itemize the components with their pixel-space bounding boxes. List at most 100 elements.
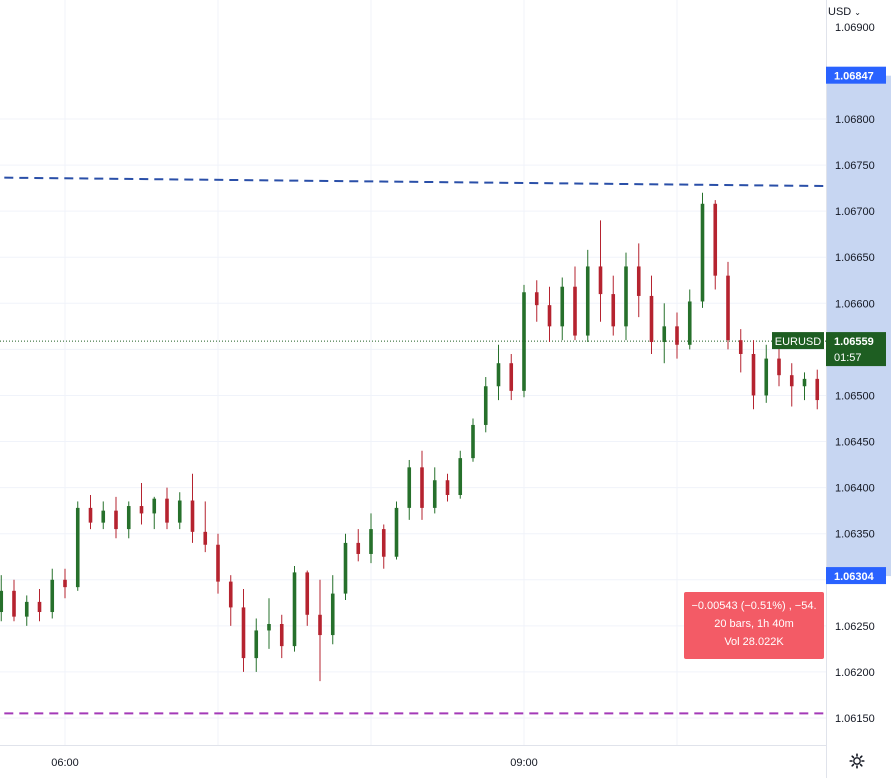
candle — [50, 568, 55, 619]
candle — [381, 524, 386, 569]
candle-body — [700, 203, 705, 302]
candle — [764, 344, 769, 403]
candle-body — [190, 500, 195, 532]
price-tick-label: 1.06350 — [835, 529, 875, 541]
candle-body — [381, 529, 386, 557]
candle-body — [483, 386, 488, 425]
price-label-bottom-bg — [826, 567, 886, 585]
price-tick-label: 1.06700 — [835, 206, 875, 218]
price-tick-label: 1.06750 — [835, 160, 875, 172]
time-tick-label: 06:00 — [51, 757, 79, 769]
candle-body — [101, 510, 106, 523]
candle-body — [305, 572, 310, 615]
price-axis: 1.06150 1.06200 1.06250 1.06350 1.06400 1.064… — [826, 0, 891, 778]
candle-body — [241, 607, 246, 659]
candle-body — [88, 507, 93, 523]
candle-body — [356, 542, 361, 554]
descending-trendline — [0, 176, 891, 188]
measure-tooltip-line: 20 bars, 1h 40m — [714, 618, 794, 630]
symbol-label: EURUSD — [775, 336, 822, 348]
candle-body — [764, 358, 769, 396]
currency-dropdown[interactable]: USD ⌄ — [828, 6, 861, 18]
candle — [458, 450, 463, 499]
candle — [318, 579, 322, 682]
price-tick-label: 1.06400 — [835, 483, 875, 495]
candle — [598, 220, 603, 322]
candle — [101, 501, 106, 530]
price-axis-measure-highlight — [826, 75, 891, 577]
candle-body — [534, 292, 539, 306]
countdown-timer: 01:57 — [834, 352, 862, 364]
candle-body — [37, 601, 42, 613]
candle — [585, 249, 590, 343]
price-label-bottom: 1.06304 — [834, 571, 875, 583]
candle-body — [139, 506, 144, 514]
candle-body — [432, 480, 437, 508]
time-tick-label: 09:00 — [510, 757, 538, 769]
candle — [420, 450, 424, 520]
candle-body — [662, 326, 667, 343]
candle — [165, 487, 169, 530]
settings-button[interactable] — [846, 750, 868, 772]
price-label-top-bg — [826, 66, 886, 84]
candle — [636, 243, 641, 318]
measure-tooltip-line: Vol 28.022K — [724, 636, 784, 648]
candle-body — [318, 614, 322, 636]
candle — [407, 459, 412, 520]
candle-body — [407, 467, 412, 508]
symbol-label-bg — [772, 332, 824, 350]
candle — [432, 467, 437, 514]
candle — [573, 266, 577, 341]
candle — [267, 598, 271, 649]
candle — [624, 252, 628, 341]
candle-body — [509, 363, 514, 391]
candle-body — [573, 286, 577, 336]
candle-body — [611, 294, 616, 327]
candle — [292, 565, 297, 652]
candle-body — [751, 353, 756, 396]
price-tick-label: 1.06250 — [835, 621, 875, 633]
candle — [662, 303, 667, 364]
candle-body — [394, 507, 399, 557]
candle — [369, 513, 373, 564]
price-label-top: 1.06847 — [834, 71, 874, 83]
candle — [356, 529, 361, 562]
candle — [534, 280, 539, 322]
price-tick-label: 1.06450 — [835, 437, 875, 449]
candle — [241, 588, 246, 672]
candle-body — [114, 510, 118, 530]
candle — [12, 579, 16, 622]
price-tick-label: 1.06150 — [835, 713, 875, 725]
candle-body — [458, 458, 463, 495]
candle — [126, 501, 131, 539]
candle-body — [687, 301, 692, 345]
measure-tooltip-line: −0.00543 (−0.51%) , −54. — [691, 600, 816, 612]
candle-body — [177, 500, 182, 523]
currency-label: USD — [828, 6, 852, 18]
candle-body — [228, 581, 233, 608]
candle-body — [12, 590, 16, 617]
candle-body — [203, 531, 208, 545]
candle-body — [713, 203, 718, 276]
candle-body — [369, 529, 373, 554]
candle — [509, 353, 514, 401]
candle — [649, 275, 654, 354]
candle — [611, 275, 616, 336]
candles — [0, 192, 883, 682]
candle — [203, 501, 208, 553]
candle-body — [292, 572, 297, 647]
candle — [63, 568, 67, 599]
candle — [254, 618, 259, 672]
candle-body — [585, 266, 590, 336]
candle-body — [738, 340, 743, 354]
price-tick-label: 1.06650 — [835, 252, 875, 264]
candle — [751, 340, 756, 410]
price-tick-label: 1.06600 — [835, 298, 875, 310]
candle — [37, 588, 42, 622]
candle-body — [75, 507, 80, 588]
candle-body — [598, 266, 603, 295]
candle-body — [815, 378, 820, 401]
candle — [177, 492, 182, 530]
